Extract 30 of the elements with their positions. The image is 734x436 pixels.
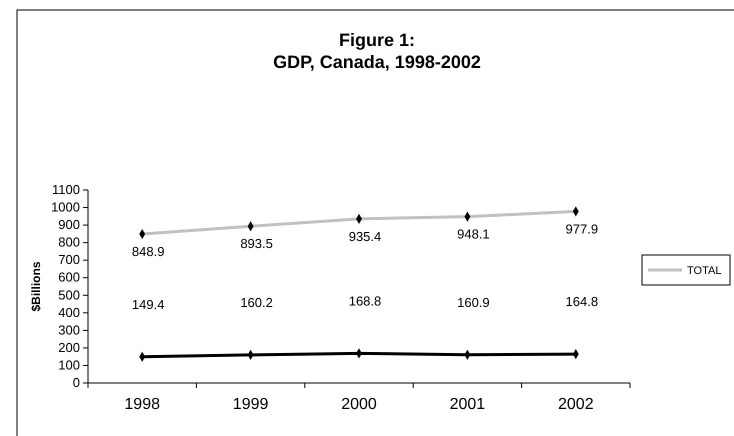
data-label: 935.4 — [348, 228, 382, 244]
data-label: 977.9 — [566, 221, 598, 236]
x-tick-label: 2001 — [450, 396, 486, 413]
x-tick-label: 1999 — [232, 396, 268, 413]
data-label: 948.1 — [457, 226, 490, 242]
y-tick-label: 300 — [58, 322, 80, 338]
data-label: 168.8 — [348, 293, 382, 308]
y-tick-label: 400 — [58, 304, 80, 320]
data-label: 893.5 — [240, 236, 273, 252]
y-tick-label: 100 — [58, 357, 80, 372]
y-tick-label: 800 — [58, 234, 80, 250]
y-tick-label: 1100 — [52, 182, 80, 197]
data-label: 149.4 — [132, 296, 164, 312]
y-tick-label: 500 — [58, 287, 80, 302]
x-tick-label: 2002 — [558, 396, 594, 413]
chart-title: Figure 1: GDP, Canada, 1998-2002 — [273, 30, 481, 72]
x-tick-label: 2000 — [341, 396, 377, 413]
data-label: 848.9 — [132, 244, 164, 260]
data-label: 164.8 — [566, 294, 598, 310]
y-tick-label: 0 — [72, 375, 80, 390]
y-tick-label: 200 — [58, 340, 80, 355]
legend-label: TOTAL — [687, 265, 722, 277]
data-label: 160.9 — [457, 294, 490, 310]
y-tick-label: 1000 — [51, 200, 80, 215]
y-tick-label: 700 — [58, 252, 80, 268]
x-tick-label: 1998 — [124, 396, 160, 413]
y-axis-title: $Billions — [29, 261, 43, 312]
y-tick-label: 600 — [58, 270, 80, 285]
data-label: 160.2 — [240, 294, 273, 310]
y-tick-label: 900 — [58, 217, 80, 232]
